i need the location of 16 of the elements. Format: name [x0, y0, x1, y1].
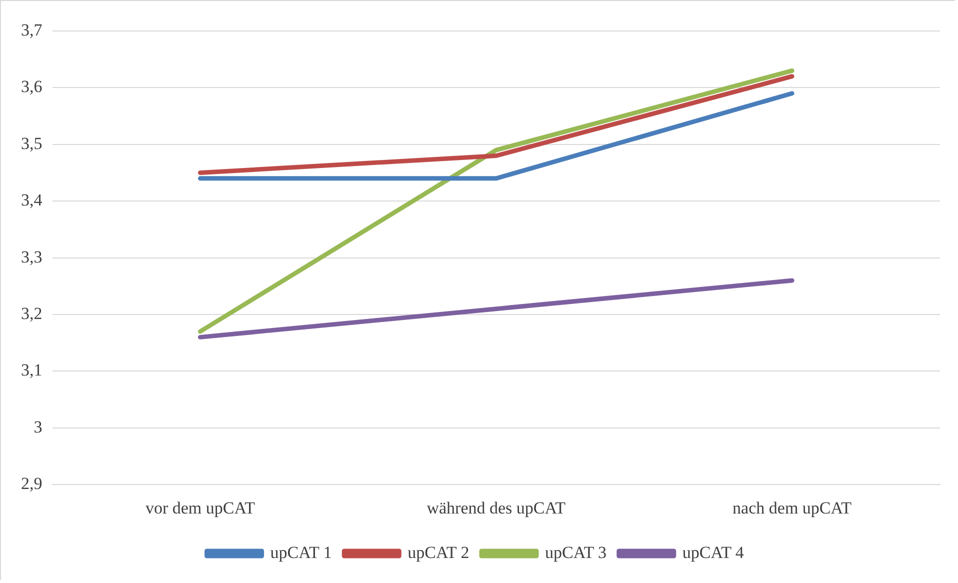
x-tick-label: vor dem upCAT: [145, 498, 256, 518]
x-tick-label: während des upCAT: [426, 498, 566, 518]
y-tick-label: 3,5: [21, 134, 42, 153]
y-tick-label: 3,6: [21, 77, 42, 96]
y-tick-label: 3,4: [21, 190, 43, 210]
y-tick-label: 3,2: [21, 304, 42, 323]
x-tick-label: nach dem upCAT: [732, 498, 852, 518]
y-tick-label: 3,7: [21, 20, 43, 40]
y-tick-label: 3,1: [21, 360, 42, 380]
legend-label: upCAT 1: [270, 542, 332, 562]
y-tick-label: 2,9: [21, 474, 42, 494]
legend-label: upCAT 4: [682, 542, 744, 562]
y-tick-label: 3,3: [21, 247, 42, 266]
y-tick-label: 3: [34, 417, 42, 436]
legend-label: upCAT 3: [545, 542, 607, 562]
legend-label: upCAT 2: [408, 542, 470, 562]
